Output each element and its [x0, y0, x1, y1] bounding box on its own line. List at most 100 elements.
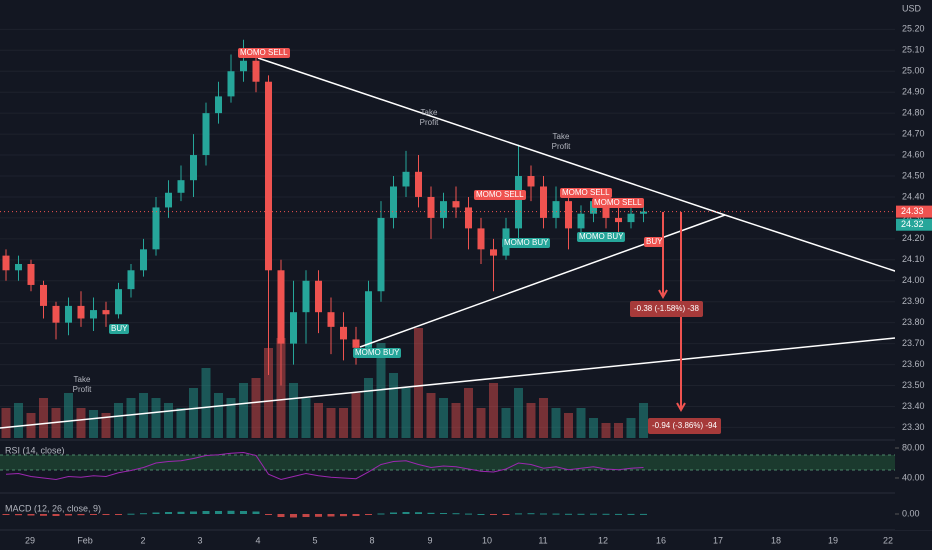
volume-bar: [276, 338, 286, 438]
candle-body: [2, 255, 10, 271]
macd-bar: [52, 514, 60, 516]
candle-body: [415, 171, 422, 197]
y-tick-label: 24.50: [902, 170, 925, 180]
macd-bar: [540, 513, 547, 515]
trend-line: [0, 337, 896, 429]
volume-bar: [576, 408, 586, 438]
macd-bar: [465, 513, 472, 515]
volume-bar: [389, 373, 398, 438]
macd-bar: [165, 512, 172, 514]
candle-body: [215, 96, 222, 114]
macd-bar: [452, 513, 460, 515]
volume-bar: [201, 368, 211, 438]
y-tick-label: 23.90: [902, 296, 925, 306]
y-tick-label: 24.60: [902, 149, 925, 159]
candle-body: [402, 171, 410, 187]
volume-bar: [226, 398, 236, 438]
macd-bar: [602, 513, 610, 515]
y-tick-label: 24.40: [902, 191, 925, 201]
x-tick-label: 2: [140, 535, 145, 545]
y-tick-label: 24.00: [902, 275, 925, 285]
candle-body: [477, 228, 485, 250]
candle-body: [390, 186, 397, 218]
price-label-box: [896, 218, 932, 231]
candle-body: [615, 217, 622, 223]
candle-body: [377, 217, 385, 292]
macd-bar: [390, 512, 397, 514]
volume-bar: [64, 393, 73, 438]
y-tick-label: 24.10: [902, 254, 925, 264]
macd-bar: [427, 512, 435, 514]
x-tick-label: 4: [255, 535, 260, 545]
y-tick-label: 23.60: [902, 359, 925, 369]
candle-body: [240, 60, 247, 72]
candle-body: [65, 305, 72, 323]
macd-bar: [402, 512, 410, 514]
volume-bar: [401, 388, 411, 438]
volume-bar: [589, 418, 598, 438]
candle-body: [127, 270, 135, 290]
signal-label: MOMO BUY: [353, 348, 402, 358]
candle-body: [102, 310, 110, 315]
candle-body: [490, 249, 497, 256]
macd-bar: [40, 514, 47, 516]
volume-bar: [601, 423, 611, 438]
candle-body: [577, 213, 585, 229]
take-profit-label: Take Profit: [551, 132, 571, 151]
volume-bar: [514, 388, 523, 438]
macd-bar: [252, 511, 260, 514]
volume-bar: [1, 408, 11, 438]
volume-bar: [101, 413, 111, 438]
signal-label: -0.38 (-1.58%) -38: [630, 301, 703, 317]
x-tick-label: 29: [25, 535, 35, 545]
x-tick-label: 8: [369, 535, 374, 545]
macd-bar: [77, 514, 85, 516]
volume-bar: [14, 403, 23, 438]
rsi-band: [0, 455, 895, 470]
candle-body: [452, 201, 460, 208]
take-profit-label: Take Profit: [419, 108, 439, 127]
macd-bar: [315, 514, 322, 517]
candle-body: [602, 201, 610, 218]
macd-bar: [590, 513, 597, 515]
signal-label: MOMO SELL: [238, 48, 290, 58]
volume-bar: [439, 398, 448, 438]
trend-line: [257, 57, 726, 216]
macd-bar: [340, 514, 347, 517]
volume-bar: [114, 403, 123, 438]
volume-bar: [614, 423, 623, 438]
signal-label: MOMO BUY: [577, 232, 626, 242]
candle-body: [527, 176, 535, 187]
x-tick-label: 18: [771, 535, 781, 545]
candle-body: [140, 249, 147, 271]
macd-bar: [90, 514, 97, 515]
volume-bar: [264, 348, 273, 438]
candle-body: [27, 264, 35, 285]
macd-bar: [477, 514, 485, 515]
candle-body: [190, 155, 197, 181]
candle-body: [40, 284, 47, 306]
candle-body: [227, 71, 235, 97]
arrow-head: [658, 289, 668, 300]
y-tick-label: 25.20: [902, 24, 925, 34]
macd-bar: [490, 514, 497, 515]
macd-bar: [327, 514, 335, 517]
x-tick-label: 3: [197, 535, 202, 545]
macd-bar: [227, 510, 235, 514]
signal-label: MOMO SELL: [560, 188, 612, 198]
candle-body: [202, 113, 210, 156]
y-tick-label: 25.00: [902, 66, 925, 76]
volume-bar: [426, 393, 436, 438]
y-tick-label: 24.80: [902, 108, 925, 118]
volume-bar: [376, 343, 386, 438]
macd-bar: [377, 513, 385, 515]
volume-bar: [139, 393, 148, 438]
volume-bar: [76, 408, 86, 438]
macd-bar: [552, 513, 560, 515]
y-tick-label: 24.70: [902, 128, 925, 138]
x-tick-label: 10: [482, 535, 492, 545]
macd-bar: [577, 513, 585, 515]
macd-bar: [190, 511, 197, 514]
x-tick-label: 17: [713, 535, 723, 545]
